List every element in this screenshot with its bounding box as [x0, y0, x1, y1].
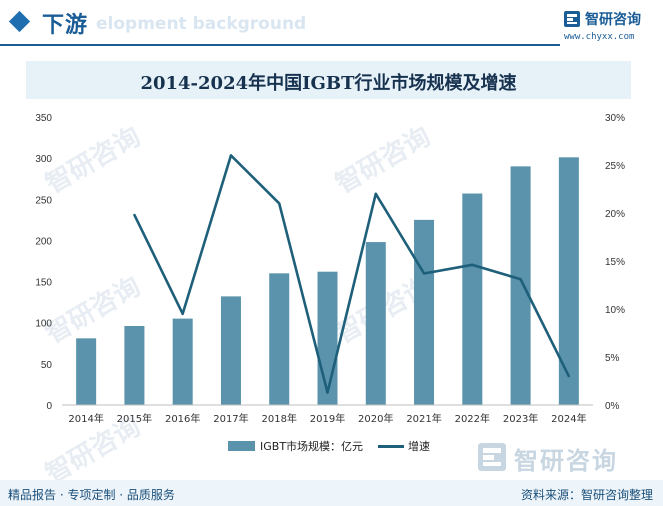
x-tick-label: 2021年 [406, 412, 441, 425]
bar [462, 193, 483, 405]
legend-line-label: 增速 [408, 440, 430, 453]
growth-point [229, 154, 233, 157]
growth-point [278, 202, 281, 205]
bar [558, 157, 579, 405]
watermark-logo: 智研咨询 [478, 441, 648, 475]
growth-point [374, 192, 377, 195]
y-right-tick-label: 25% [605, 161, 625, 172]
chart-title-band: 2014-2024年中国IGBT行业市场规模及增速 [26, 61, 631, 99]
y-left-tick-label: 350 [35, 113, 52, 124]
y-right-tick-label: 10% [605, 305, 625, 316]
growth-point [181, 312, 184, 315]
x-tick-label: 2015年 [117, 412, 152, 425]
bar [220, 296, 241, 405]
chart-plot: 0 50 100 150 200 250 300 350 0% 5% 10% 15% 20% 25% 30… [35, 113, 625, 425]
growth-line [133, 154, 571, 394]
bar [172, 318, 193, 405]
growth-point [133, 213, 136, 217]
bar [269, 273, 290, 405]
footer-source: 资料来源：智研咨询整理 [520, 488, 653, 502]
header-ghost-text: elopment background [96, 14, 307, 34]
legend: IGBT市场规模：亿元 增速 [0, 438, 663, 458]
growth-point [519, 278, 522, 281]
brand-name: 智研咨询 [585, 12, 641, 28]
header-rule [0, 44, 560, 46]
legend-bar-label: IGBT市场规模：亿元 [260, 440, 364, 453]
footer: 精品报告 · 专项定制 · 品质服务 资料来源：智研咨询整理 [0, 480, 663, 506]
growth-point [326, 391, 329, 394]
x-tick-label: 2014年 [68, 412, 103, 425]
page-title: 下游 [42, 13, 89, 38]
x-tick-label: 2016年 [165, 412, 200, 425]
y-left-tick-label: 150 [35, 278, 52, 289]
bar [76, 338, 97, 405]
x-tick-label: 2019年 [310, 412, 345, 425]
x-tick-label: 2023年 [503, 412, 538, 425]
x-tick-label: 2017年 [213, 412, 248, 425]
y-left-axis: 0 50 100 150 200 250 300 350 [35, 113, 52, 412]
x-tick-label: 2022年 [455, 412, 490, 425]
footer-slogan: 精品报告 · 专项定制 · 品质服务 [8, 488, 175, 502]
legend-bar-swatch [228, 441, 255, 451]
y-right-tick-label: 20% [605, 209, 625, 220]
watermark-logo-name: 智研咨询 [514, 447, 618, 475]
y-left-tick-label: 50 [41, 360, 53, 371]
brand-logo: 智研咨询 www.chyxx.com [562, 9, 657, 45]
y-left-tick-label: 200 [35, 236, 52, 247]
x-tick-label: 2024年 [551, 412, 586, 425]
growth-point [567, 375, 571, 378]
chart-title: 2014-2024年中国IGBT行业市场规模及增速 [140, 73, 517, 94]
y-left-tick-label: 100 [35, 319, 52, 330]
y-right-tick-label: 0% [605, 401, 620, 412]
x-tick-label: 2020年 [358, 412, 393, 425]
header: elopment background 下游 智研咨询 www.chyxx.co… [0, 0, 663, 50]
bar [414, 219, 435, 405]
y-left-tick-label: 0 [46, 401, 52, 412]
bar-series [76, 157, 579, 405]
bar [365, 242, 386, 405]
y-left-tick-label: 250 [35, 195, 52, 206]
brand-url: www.chyxx.com [564, 32, 635, 42]
y-left-tick-label: 300 [35, 154, 52, 165]
y-right-axis: 0% 5% 10% 15% 20% 25% 30% [605, 113, 625, 412]
y-right-tick-label: 5% [605, 353, 620, 364]
x-axis: 2014年 2015年 2016年 2017年 2018年 2019年 2020年 2021年… [68, 412, 586, 425]
line-series [133, 154, 571, 394]
growth-point [471, 263, 474, 267]
growth-point [422, 272, 426, 275]
watermark-mark-icon [478, 443, 506, 471]
y-right-tick-label: 15% [605, 257, 625, 268]
bar [124, 326, 145, 405]
legend-line-swatch [378, 445, 404, 448]
bar [510, 166, 531, 405]
bar [317, 271, 338, 405]
brand-mark-icon [564, 11, 580, 27]
x-tick-label: 2018年 [262, 412, 297, 425]
diamond-icon [8, 10, 31, 33]
y-right-tick-label: 30% [605, 113, 625, 124]
